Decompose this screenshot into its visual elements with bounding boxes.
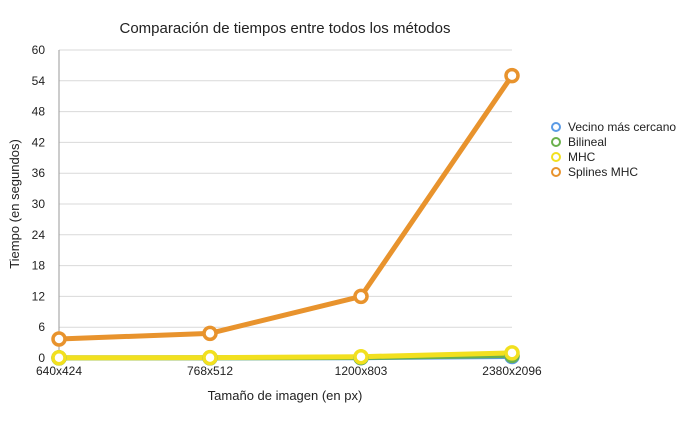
y-tick-label: 54	[32, 74, 46, 88]
legend-marker	[551, 137, 561, 147]
series-line	[56, 350, 515, 361]
legend-label: Bilineal	[568, 135, 607, 149]
chart-title: Comparación de tiempos entre todos los m…	[119, 20, 450, 37]
data-point	[353, 288, 369, 305]
x-tick-label: 1200x803	[335, 364, 388, 378]
y-tick-label: 6	[38, 320, 45, 334]
x-tick-label: 2380x2096	[482, 364, 542, 378]
y-axis-label: Tiempo (en segundos)	[7, 139, 22, 269]
y-tick-label: 36	[32, 166, 46, 180]
y-tick-label: 0	[38, 351, 45, 365]
y-tick-label: 12	[32, 289, 46, 303]
y-tick-label: 18	[32, 259, 46, 273]
data-point	[504, 67, 520, 84]
x-tick-label: 640x424	[36, 364, 82, 378]
series-lines	[51, 67, 520, 366]
x-tick-labels: 640x424 768x512 1200x803 2380x2096	[36, 364, 542, 378]
x-axis-label: Tamaño de imagen (en px)	[208, 388, 363, 403]
data-point	[202, 349, 218, 366]
legend-label: MHC	[568, 150, 596, 164]
series-line	[56, 73, 515, 342]
y-tick-label: 24	[32, 228, 46, 242]
data-point	[353, 348, 369, 365]
y-tick-label: 60	[32, 43, 46, 57]
grid-lines	[59, 49, 512, 328]
legend-label: Vecino más cercano	[568, 120, 676, 134]
data-point	[51, 331, 67, 347]
data-point	[202, 325, 218, 342]
data-point	[51, 349, 67, 366]
y-tick-label: 48	[32, 105, 46, 119]
legend-marker	[551, 122, 561, 132]
legend-marker	[551, 167, 561, 177]
x-tick-label: 768x512	[187, 364, 233, 378]
y-tick-label: 30	[32, 197, 46, 211]
data-point	[504, 345, 520, 361]
y-tick-label: 42	[32, 135, 46, 149]
legend-label: Splines MHC	[568, 165, 638, 179]
y-tick-labels: 0 6 12 18 24 30 36 42 48 54 60	[32, 43, 46, 365]
legend-marker	[551, 152, 561, 162]
